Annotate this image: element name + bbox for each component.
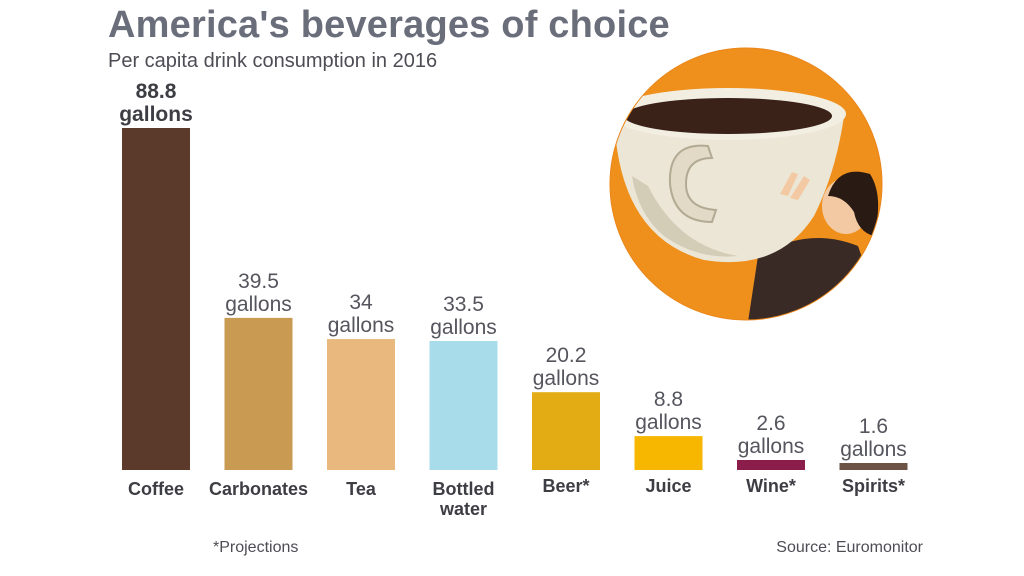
category-label-bottledwater-2: water [439,499,487,519]
unit-label-carbonates: gallons [225,293,292,316]
cup-shading [632,176,738,257]
hair-shape [828,171,879,236]
unit-label-bottledwater: gallons [430,316,497,339]
category-label-coffee: Coffee [128,479,184,499]
category-label-beer: Beer* [542,476,589,496]
unit-label-beer: gallons [533,367,600,390]
value-label-coffee: 88.8 [136,80,177,103]
unit-label-coffee: gallons [119,103,193,126]
value-label-spirits: 1.6 [859,415,888,438]
coffee-surface [624,98,832,134]
category-label-wine: Wine* [746,476,796,496]
value-label-bottledwater: 33.5 [443,293,484,316]
bar-carbonates [224,317,293,470]
bar-spirits [839,463,908,470]
category-label-juice: Juice [645,476,691,496]
chart-subtitle: Per capita drink consumption in 2016 [108,50,438,72]
cup-handle [668,144,718,224]
value-label-carbonates: 39.5 [238,270,279,293]
bar-beer [532,392,600,470]
fingers-shape [780,172,810,200]
value-label-wine: 2.6 [756,412,785,435]
unit-label-tea: gallons [328,314,395,337]
chart-title: America's beverages of choice [108,4,670,46]
category-label-bottledwater-1: Bottled [433,479,495,499]
bar-bottledwater [429,340,498,470]
bar-wine [737,459,805,470]
category-label-spirits: Spirits* [842,476,905,496]
bar-tea [327,339,395,470]
unit-label-spirits: gallons [840,438,907,461]
cup-illustration [609,47,883,321]
value-label-beer: 20.2 [546,344,587,367]
category-label-tea: Tea [346,479,377,499]
source-note: Source: Euromonitor [776,539,923,556]
category-label-carbonates: Carbonates [209,479,308,499]
unit-label-wine: gallons [738,435,805,458]
bar-juice [634,436,703,470]
unit-label-juice: gallons [635,411,702,434]
value-label-juice: 8.8 [654,388,683,411]
value-label-tea: 34 [349,291,373,314]
bar-coffee [122,128,190,470]
footnote: *Projections [213,539,299,556]
